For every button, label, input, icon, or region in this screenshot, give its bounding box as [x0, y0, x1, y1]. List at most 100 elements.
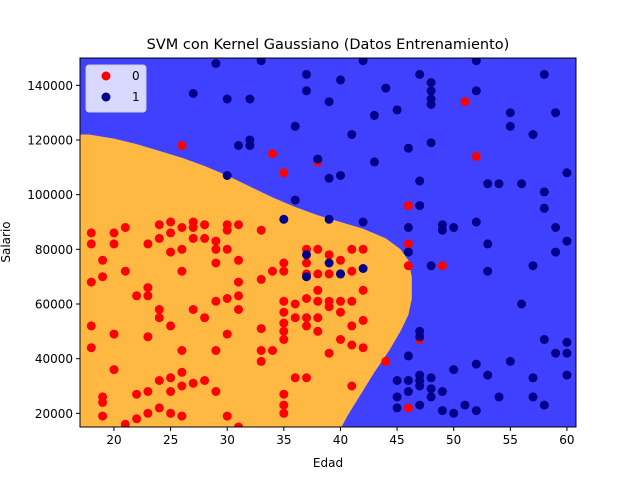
point-class-1	[324, 173, 334, 183]
point-class-1	[358, 264, 368, 273]
point-class-0	[279, 408, 289, 418]
x-axis-label: Edad	[313, 456, 343, 470]
point-class-0	[177, 244, 187, 254]
point-class-0	[188, 223, 198, 232]
point-class-0	[132, 291, 142, 301]
point-class-0	[268, 346, 277, 355]
point-class-0	[279, 266, 289, 276]
y-tick-label: 120000	[27, 134, 73, 148]
y-tick-label: 40000	[35, 352, 73, 366]
point-class-1	[528, 373, 538, 383]
point-class-1	[471, 217, 481, 227]
point-class-1	[211, 59, 221, 68]
point-class-1	[471, 359, 481, 369]
point-class-0	[290, 299, 300, 309]
point-class-1	[539, 69, 549, 79]
point-class-1	[483, 266, 493, 276]
point-class-1	[505, 108, 515, 118]
point-class-0	[86, 343, 96, 353]
point-class-1	[245, 94, 255, 104]
point-class-0	[471, 151, 481, 161]
point-class-1	[426, 373, 436, 383]
point-class-1	[539, 203, 549, 213]
point-class-0	[279, 400, 289, 410]
point-class-0	[211, 346, 221, 355]
point-class-0	[279, 389, 289, 399]
point-class-0	[109, 228, 119, 238]
point-class-1	[483, 179, 493, 189]
point-class-0	[132, 414, 142, 424]
point-class-1	[562, 236, 572, 246]
point-class-1	[426, 100, 436, 109]
point-class-1	[505, 356, 515, 366]
point-class-0	[86, 228, 96, 238]
point-class-1	[415, 201, 425, 211]
point-class-1	[392, 403, 402, 413]
point-class-0	[211, 244, 221, 254]
point-class-1	[562, 337, 572, 347]
point-class-0	[403, 239, 413, 249]
point-class-1	[517, 299, 527, 309]
point-class-0	[143, 283, 153, 293]
point-class-0	[403, 201, 413, 211]
point-class-0	[313, 269, 323, 279]
point-class-1	[426, 392, 436, 402]
point-class-0	[166, 408, 176, 418]
point-class-1	[415, 381, 425, 391]
point-class-1	[483, 370, 493, 380]
point-class-0	[256, 346, 266, 355]
point-class-0	[279, 326, 289, 336]
point-class-0	[302, 373, 311, 383]
point-class-1	[494, 179, 504, 189]
point-class-0	[120, 223, 130, 232]
point-class-1	[449, 365, 459, 375]
point-class-0	[154, 376, 164, 385]
point-class-0	[154, 403, 164, 413]
x-tick-label: 55	[503, 433, 518, 447]
point-class-0	[347, 296, 357, 306]
point-class-0	[188, 378, 198, 388]
legend-marker-class-1	[101, 92, 111, 102]
point-class-0	[143, 239, 153, 249]
x-axis: 20 25 30 35 40 45 50 55 60	[106, 427, 575, 447]
point-class-0	[109, 329, 119, 339]
point-class-0	[86, 239, 96, 249]
point-class-0	[268, 149, 277, 159]
point-class-0	[166, 387, 176, 396]
point-class-0	[234, 220, 243, 230]
y-tick-label: 20000	[35, 407, 73, 421]
point-class-0	[154, 313, 164, 323]
point-class-1	[403, 376, 413, 385]
point-class-0	[234, 305, 243, 314]
point-class-0	[460, 97, 470, 107]
point-class-0	[154, 305, 164, 314]
plot-frame	[79, 57, 577, 428]
point-class-1	[222, 94, 232, 104]
point-class-1	[562, 370, 572, 380]
point-class-0	[347, 381, 357, 391]
point-class-1	[437, 220, 447, 230]
y-tick-label: 80000	[35, 243, 73, 257]
point-class-0	[358, 315, 368, 325]
point-class-0	[120, 419, 130, 427]
point-class-0	[358, 343, 368, 353]
point-class-0	[279, 296, 289, 306]
x-tick-label: 30	[220, 433, 235, 447]
point-class-0	[154, 233, 164, 243]
point-class-0	[98, 255, 108, 265]
point-class-0	[279, 168, 289, 178]
point-class-1	[324, 97, 334, 107]
point-class-0	[166, 373, 176, 383]
point-class-0	[313, 326, 323, 336]
point-class-0	[358, 244, 368, 254]
point-class-0	[177, 141, 187, 150]
legend-label-class-0: 0	[132, 69, 140, 83]
point-class-1	[403, 223, 413, 232]
point-class-1	[336, 269, 345, 279]
point-class-1	[302, 86, 311, 96]
point-class-0	[222, 225, 232, 235]
point-class-0	[336, 296, 345, 306]
point-class-0	[234, 277, 243, 287]
point-class-1	[528, 392, 538, 402]
